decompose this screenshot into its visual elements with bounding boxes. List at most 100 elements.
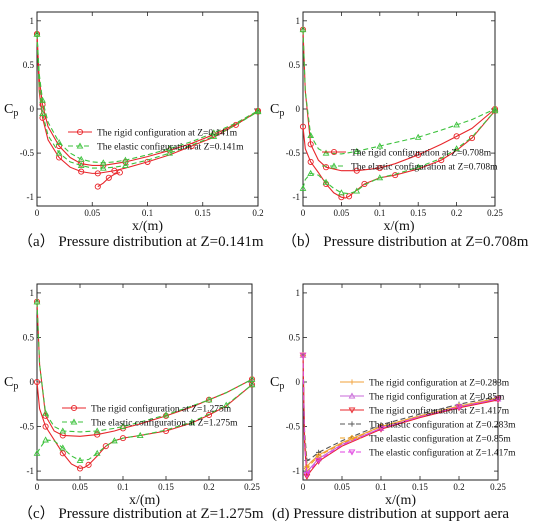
series-line-1 xyxy=(302,29,496,172)
legend-entry: The elastic configuration at Z=0.283m xyxy=(369,420,516,431)
y-tick-label: -1 xyxy=(27,466,35,476)
series-line-2 xyxy=(302,355,499,478)
data-point xyxy=(299,123,307,130)
data-point xyxy=(119,423,127,430)
data-point xyxy=(210,129,218,136)
data-point xyxy=(116,169,123,176)
x-tick-label: 0.15 xyxy=(412,482,428,492)
data-point xyxy=(338,189,345,196)
data-point xyxy=(55,149,63,156)
x-tick-label: 0 xyxy=(301,482,306,492)
legend-entry: The rigid configuration at Z=0.283m xyxy=(369,378,510,389)
data-point xyxy=(144,158,151,165)
legend-marker xyxy=(330,148,338,156)
data-point xyxy=(94,170,101,177)
data-point xyxy=(453,133,460,140)
caption-d: (d) Pressure distribution at support aer… xyxy=(272,506,509,522)
x-axis-label: x/(m) xyxy=(383,219,414,234)
data-point xyxy=(307,158,314,165)
data-point xyxy=(59,427,67,434)
y-tick-label: -0.5 xyxy=(20,422,35,432)
data-point xyxy=(299,352,307,359)
x-tick-label: 0.25 xyxy=(487,208,503,218)
data-point xyxy=(33,449,41,456)
x-tick-label: 0.1 xyxy=(117,482,128,492)
plot-frame xyxy=(302,11,496,207)
y-tick-label: -1 xyxy=(293,466,301,476)
x-tick-label: 0.15 xyxy=(195,208,211,218)
data-point xyxy=(166,145,173,152)
series-line-2 xyxy=(36,384,253,461)
data-point xyxy=(85,461,92,468)
legend-marker xyxy=(349,421,355,427)
y-tick-label: 0.5 xyxy=(289,60,301,70)
data-point xyxy=(33,298,41,305)
x-tick-label: 0.15 xyxy=(410,208,426,218)
y-tick-label: 1 xyxy=(296,16,301,26)
x-tick-label: 0.1 xyxy=(374,208,385,218)
data-point xyxy=(166,149,173,156)
caption-c: （c） Pressure distribution at Z=1.275m xyxy=(18,505,264,522)
data-point xyxy=(102,443,109,450)
legend-entry: The elastic configuration at Z=1.275m xyxy=(91,418,238,429)
caption-a: （a） Pressure distribution at Z=0.141m xyxy=(18,233,264,250)
series-line-3 xyxy=(36,34,259,169)
y-axis-label: Cp xyxy=(270,375,284,392)
data-point xyxy=(42,412,49,419)
data-point xyxy=(307,169,315,176)
series-line-4 xyxy=(36,34,259,164)
series-line-2 xyxy=(97,171,121,188)
y-axis-label: Cp xyxy=(270,102,284,119)
plot-frame xyxy=(36,283,253,481)
x-tick-label: 0.2 xyxy=(451,208,462,218)
y-axis-label: Cp xyxy=(4,102,18,119)
y-tick-label: 0 xyxy=(30,377,35,387)
data-point xyxy=(136,431,144,438)
chart-panel-0: 0 0.05 0.1 0.15 0.2 -1 -0.5 0 0.5 1 x/(m) Cp The rig… xyxy=(4,11,264,234)
x-tick-label: 0.25 xyxy=(244,482,260,492)
series-line-3 xyxy=(36,301,253,433)
y-tick-label: 1 xyxy=(296,288,301,298)
data-point xyxy=(376,165,383,172)
data-point xyxy=(222,401,230,408)
x-tick-label: 0.2 xyxy=(252,208,263,218)
data-point xyxy=(42,436,49,443)
data-point xyxy=(353,147,361,154)
x-tick-label: 0.2 xyxy=(453,482,464,492)
data-point xyxy=(495,393,501,399)
data-point xyxy=(33,378,41,386)
data-point xyxy=(39,96,46,103)
y-tick-label: 0.5 xyxy=(23,332,35,342)
x-tick-label: 0.25 xyxy=(490,482,506,492)
legend-entry: The elastic configuration at Z=0.708m xyxy=(351,162,498,173)
y-tick-label: -0.5 xyxy=(286,422,301,432)
legend-entry: The rigid configuration at Z=0.708m xyxy=(351,148,492,159)
y-tick-label: 0 xyxy=(296,377,301,387)
data-point xyxy=(346,193,353,200)
data-point xyxy=(122,161,129,168)
data-point xyxy=(376,174,384,181)
data-point xyxy=(453,145,460,152)
x-tick-label: 0.2 xyxy=(203,482,214,492)
data-point xyxy=(111,167,118,174)
data-point xyxy=(119,435,127,442)
data-point xyxy=(491,105,499,112)
legend-marker xyxy=(348,392,356,399)
x-tick-label: 0 xyxy=(35,208,40,218)
data-point xyxy=(254,107,262,114)
data-point xyxy=(94,431,101,438)
data-point xyxy=(94,183,101,190)
data-point xyxy=(307,141,314,148)
legend-marker xyxy=(348,434,356,442)
legend-marker xyxy=(70,404,78,412)
data-point xyxy=(205,396,213,403)
data-point xyxy=(122,156,129,163)
data-point xyxy=(111,437,118,444)
legend-marker xyxy=(76,128,84,136)
data-point xyxy=(76,456,84,463)
y-axis-label: Cp xyxy=(4,375,18,392)
data-point xyxy=(438,157,445,164)
x-tick-label: 0.1 xyxy=(142,208,153,218)
legend-marker xyxy=(76,142,84,149)
